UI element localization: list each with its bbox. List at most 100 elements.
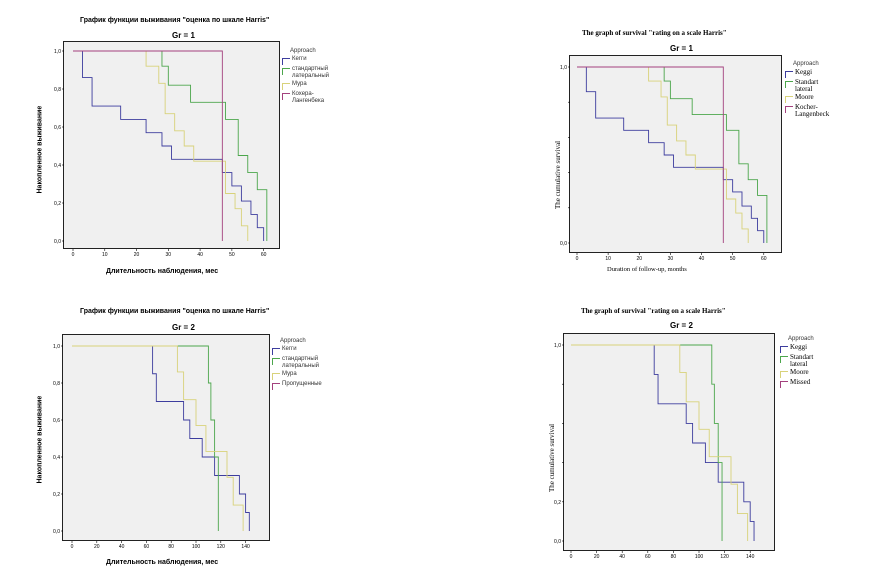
y-tick-label: 0,2	[53, 492, 60, 498]
survival-line-0	[577, 66, 765, 243]
x-tick-label: 0	[576, 256, 579, 262]
x-tick-label: 100	[192, 544, 201, 550]
x-tick-label: 100	[695, 554, 704, 560]
survival-line-2	[577, 66, 749, 243]
y-tick-label: 0,6	[53, 418, 60, 424]
legend-swatch	[282, 93, 290, 100]
x-tick-label: 60	[261, 252, 267, 258]
y-tick-label: 0,0	[554, 539, 561, 545]
legend-item: стандартный латеральный	[282, 66, 329, 80]
legend-label: стандартный латеральный	[292, 66, 330, 79]
y-tick-label: 0,2	[54, 201, 61, 207]
y-tick-label: 0,8	[54, 87, 61, 93]
survival-line-3	[73, 50, 223, 241]
y-tick-label: 1,0	[53, 344, 60, 350]
survival-line-0	[571, 344, 755, 541]
x-tick-label: 0	[71, 544, 74, 550]
legend-label: Standart lateral	[790, 353, 814, 368]
x-tick-label: 80	[671, 554, 677, 560]
plot-area	[563, 333, 775, 551]
legend-item: Standart lateral	[780, 354, 814, 368]
x-tick-label: 30	[166, 252, 172, 258]
legend-item: Пропущенные	[272, 381, 322, 390]
y-tick-label: 0,0	[54, 239, 61, 245]
legend-label: Кегги	[292, 56, 307, 62]
survival-line-3	[577, 66, 724, 243]
chart-title: The graph of survival "rating on a scale…	[581, 307, 726, 315]
chart-subtitle: Gr = 2	[172, 323, 195, 332]
legend: Approach Кегги стандартный латеральный Мур…	[282, 48, 329, 106]
y-tick-label: 1,0	[54, 49, 61, 55]
chart-title: График функции выживания "оценка по шкал…	[80, 17, 270, 24]
legend-label: Missed	[790, 378, 811, 386]
x-tick-label: 80	[168, 544, 174, 550]
x-tick-label: 20	[94, 544, 100, 550]
legend-title: Approach	[290, 48, 316, 54]
chart-subtitle: Gr = 1	[172, 31, 195, 40]
plot-area	[63, 41, 280, 249]
x-tick-label: 0	[72, 252, 75, 258]
legend-item: Kocher-Langenbeck	[785, 104, 829, 118]
chart-subtitle: Gr = 1	[670, 44, 693, 53]
legend-item: Мура	[272, 371, 322, 380]
legend-label: Keggi	[795, 68, 813, 76]
legend-label: Кегги	[282, 346, 297, 352]
legend-swatch	[785, 106, 793, 113]
legend-swatch	[780, 356, 788, 363]
legend-label: Кохера-Лангенбека	[292, 91, 325, 104]
x-axis-label: Длительность наблюдения, мес	[106, 268, 219, 275]
legend-item: Кохера-Лангенбека	[282, 91, 329, 105]
legend-title: Approach	[793, 61, 819, 67]
legend-item: Keggi	[780, 344, 814, 353]
legend-swatch	[272, 373, 280, 380]
chart-subtitle: Gr = 2	[670, 321, 693, 330]
x-tick-label: 40	[119, 544, 125, 550]
legend-swatch	[785, 81, 793, 88]
survival-line-2	[73, 50, 249, 241]
legend-swatch	[272, 358, 280, 365]
legend-title: Approach	[280, 338, 306, 344]
x-tick-label: 60	[761, 256, 767, 262]
legend-item: Standart lateral	[785, 79, 829, 93]
y-tick-label: 1,0	[560, 65, 567, 71]
y-tick-label: 1,0	[554, 343, 561, 349]
plot-area	[569, 55, 782, 253]
y-tick-label: 0,0	[560, 241, 567, 247]
legend-item: Moore	[785, 94, 829, 103]
legend-label: Keggi	[790, 343, 808, 351]
legend-item: Keggi	[785, 69, 829, 78]
legend-swatch	[282, 58, 290, 65]
x-tick-label: 50	[730, 256, 736, 262]
y-tick-label: 0,0	[53, 529, 60, 535]
x-tick-label: 10	[605, 256, 611, 262]
survival-line-2	[72, 345, 244, 531]
survival-line-1	[577, 66, 768, 243]
survival-line-1	[72, 345, 219, 531]
x-tick-label: 0	[570, 554, 573, 560]
x-tick-label: 120	[720, 554, 729, 560]
y-tick-label: 0,6	[54, 125, 61, 131]
legend-swatch	[785, 71, 793, 78]
legend-item: Moore	[780, 369, 814, 378]
legend: Approach Кегги стандартный латеральный Мур…	[272, 338, 322, 391]
legend-swatch	[780, 371, 788, 378]
legend-swatch	[272, 383, 280, 390]
legend: Approach Keggi Standart lateral Moore Koche…	[785, 61, 829, 119]
plot-area	[62, 334, 270, 541]
legend-label: Moore	[790, 368, 809, 376]
legend-item: стандартный латеральный	[272, 356, 322, 370]
legend-swatch	[785, 96, 793, 103]
x-tick-label: 20	[134, 252, 140, 258]
x-tick-label: 40	[699, 256, 705, 262]
y-tick-label: 0,2	[554, 500, 561, 506]
legend-item: Кегги	[272, 346, 322, 355]
y-tick-label: 0,8	[53, 381, 60, 387]
legend-item: Мура	[282, 81, 329, 90]
x-tick-label: 120	[217, 544, 226, 550]
x-tick-label: 140	[746, 554, 755, 560]
x-tick-label: 60	[645, 554, 651, 560]
